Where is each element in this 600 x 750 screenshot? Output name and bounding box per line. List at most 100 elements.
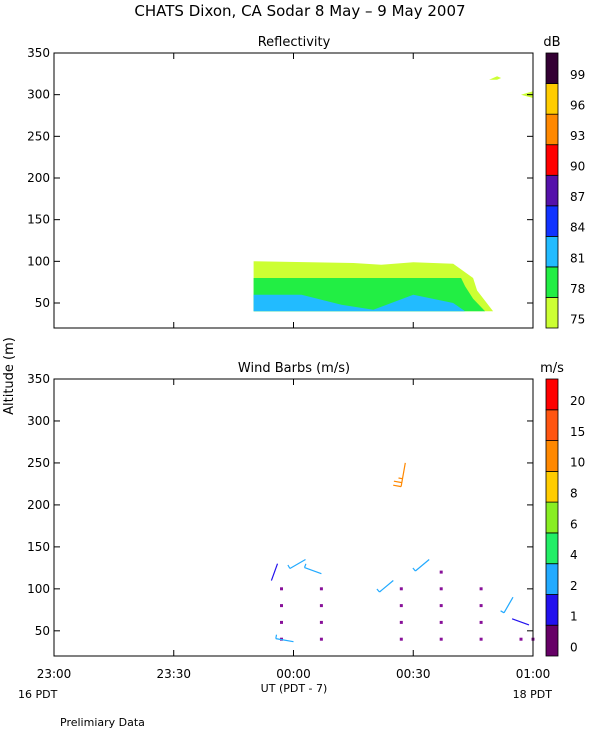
wind-colorbar-label: 8 bbox=[570, 487, 578, 501]
reflectivity-colorbar-label: 93 bbox=[570, 129, 585, 143]
reflectivity-colorbar-swatch bbox=[545, 144, 559, 176]
calm-wind-marker bbox=[399, 604, 403, 608]
wind-colorbar-swatch bbox=[545, 563, 559, 595]
y-axis-label: Altitude (m) bbox=[2, 337, 17, 415]
reflectivity-colorbar-swatch bbox=[545, 235, 559, 268]
wind-colorbar-swatch bbox=[545, 409, 559, 441]
wind-frame bbox=[53, 378, 534, 657]
wind-barb bbox=[376, 580, 394, 593]
calm-wind-marker bbox=[399, 587, 403, 591]
reflectivity-colorbar-label: 96 bbox=[570, 99, 585, 113]
wind-y-tick-label: 350 bbox=[27, 372, 50, 386]
reflectivity-colorbar-swatch bbox=[545, 52, 559, 85]
footer-note: Prelimiary Data bbox=[60, 716, 145, 729]
reflectivity-y-tick-label: 50 bbox=[35, 296, 50, 310]
reflectivity-colorbar-label: 75 bbox=[570, 312, 585, 326]
reflectivity-colorbar-label: 99 bbox=[570, 68, 585, 82]
wind-barb bbox=[275, 634, 294, 643]
reflectivity-colorbar-swatch bbox=[545, 266, 559, 298]
x-tick-label: 00:30 bbox=[396, 667, 431, 681]
wind-y-tick-label: 300 bbox=[27, 414, 50, 428]
calm-wind-marker bbox=[399, 620, 403, 624]
x-tick-label: 00:00 bbox=[276, 667, 311, 681]
wind-colorbar-swatch bbox=[545, 440, 559, 472]
wind-barbs-title: Wind Barbs (m/s) bbox=[238, 361, 350, 376]
wind-barb bbox=[287, 558, 306, 570]
reflectivity-colorbar-swatch bbox=[545, 113, 559, 146]
wind-colorbar: 0 1 2 4 6 8 10 15 20 bbox=[545, 378, 585, 657]
reflectivity-colorbar: 75 78 81 84 87 90 93 96 99 bbox=[545, 52, 585, 329]
wind-colorbar-swatch bbox=[545, 532, 559, 565]
wind-y-tick-label: 100 bbox=[27, 582, 50, 596]
calm-wind-marker bbox=[319, 620, 323, 624]
reflectivity-colorbar-label: 87 bbox=[570, 190, 585, 204]
calm-wind-marker bbox=[280, 620, 283, 624]
wind-y-tick-label: 150 bbox=[27, 540, 50, 554]
reflectivity-y-tick-label: 300 bbox=[27, 88, 50, 102]
calm-wind-marker bbox=[439, 620, 443, 624]
reflectivity-colorbar-label: 81 bbox=[570, 251, 585, 265]
calm-wind-marker bbox=[519, 637, 523, 641]
wind-barb bbox=[500, 596, 514, 614]
calm-wind-marker bbox=[439, 570, 443, 574]
calm-wind-marker bbox=[319, 604, 323, 608]
wind-colorbar-swatch bbox=[545, 624, 559, 657]
reflectivity-contour-3 bbox=[489, 76, 502, 80]
calm-wind-marker bbox=[439, 637, 443, 641]
reflectivity-colorbar-label: 78 bbox=[570, 282, 585, 296]
x-tick-label: 23:00 bbox=[37, 667, 72, 681]
figure-title: CHATS Dixon, CA Sodar 8 May – 9 May 2007 bbox=[134, 2, 465, 20]
reflectivity-plot-area: 50 100 150 200 250 300 350 bbox=[27, 46, 534, 329]
wind-colorbar-unit: m/s bbox=[540, 361, 564, 376]
reflectivity-y-tick-label: 200 bbox=[27, 171, 50, 185]
reflectivity-y-tick-label: 150 bbox=[27, 213, 50, 227]
x-axis-label: UT (PDT - 7) bbox=[261, 682, 328, 695]
reflectivity-y-tick-label: 350 bbox=[27, 46, 50, 60]
reflectivity-colorbar-label: 90 bbox=[570, 160, 585, 174]
wind-y-tick-label: 50 bbox=[35, 624, 50, 638]
calm-wind-marker bbox=[319, 587, 323, 591]
reflectivity-colorbar-swatch bbox=[545, 83, 559, 115]
calm-wind-marker bbox=[479, 637, 483, 641]
wind-colorbar-swatch bbox=[545, 501, 559, 534]
wind-barb bbox=[270, 563, 279, 581]
wind-y-tick-label: 250 bbox=[27, 456, 50, 470]
wind-colorbar-label: 20 bbox=[570, 394, 585, 408]
wind-barbs-plot-area: 50 100 150 200 250 300 350 23:00 23:30 00:00 00:30… bbox=[27, 372, 550, 681]
wind-barbs-panel: Wind Barbs (m/s) 5010015020025030035023:… bbox=[27, 361, 585, 681]
wind-y-tick-label: 200 bbox=[27, 498, 50, 512]
reflectivity-colorbar-swatch bbox=[545, 174, 559, 207]
reflectivity-colorbar-swatch bbox=[545, 205, 559, 237]
wind-barb bbox=[393, 462, 406, 488]
wind-barb bbox=[412, 559, 430, 572]
wind-colorbar-label: 4 bbox=[570, 548, 578, 562]
reflectivity-colorbar-swatch bbox=[545, 296, 559, 329]
wind-colorbar-label: 6 bbox=[570, 517, 578, 531]
calm-wind-marker bbox=[399, 637, 403, 641]
calm-wind-marker bbox=[479, 587, 483, 591]
calm-wind-marker bbox=[280, 604, 283, 608]
wind-colorbar-label: 0 bbox=[570, 640, 578, 654]
calm-wind-marker bbox=[280, 587, 283, 591]
reflectivity-title: Reflectivity bbox=[258, 35, 331, 50]
wind-colorbar-label: 15 bbox=[570, 425, 585, 439]
wind-colorbar-swatch bbox=[545, 378, 559, 411]
wind-barb bbox=[303, 563, 322, 575]
reflectivity-y-tick-label: 250 bbox=[27, 129, 50, 143]
calm-wind-marker bbox=[479, 604, 483, 608]
wind-barb bbox=[511, 618, 530, 626]
x-tick-label: 01:00 bbox=[516, 667, 551, 681]
calm-wind-marker bbox=[439, 587, 443, 591]
wind-colorbar-label: 2 bbox=[570, 579, 578, 593]
x-axis-day-left: 16 PDT bbox=[18, 688, 58, 701]
x-tick-label: 23:30 bbox=[156, 667, 191, 681]
reflectivity-panel: Reflectivity 50 100 150 200 250 300 350 75 78 81… bbox=[27, 35, 585, 329]
wind-colorbar-swatch bbox=[545, 470, 559, 503]
calm-wind-marker bbox=[479, 620, 483, 624]
wind-colorbar-swatch bbox=[545, 594, 559, 626]
reflectivity-y-tick-label: 100 bbox=[27, 254, 50, 268]
wind-colorbar-label: 1 bbox=[570, 610, 578, 624]
reflectivity-contour-2 bbox=[253, 294, 466, 312]
x-axis-day-right: 18 PDT bbox=[513, 688, 553, 701]
